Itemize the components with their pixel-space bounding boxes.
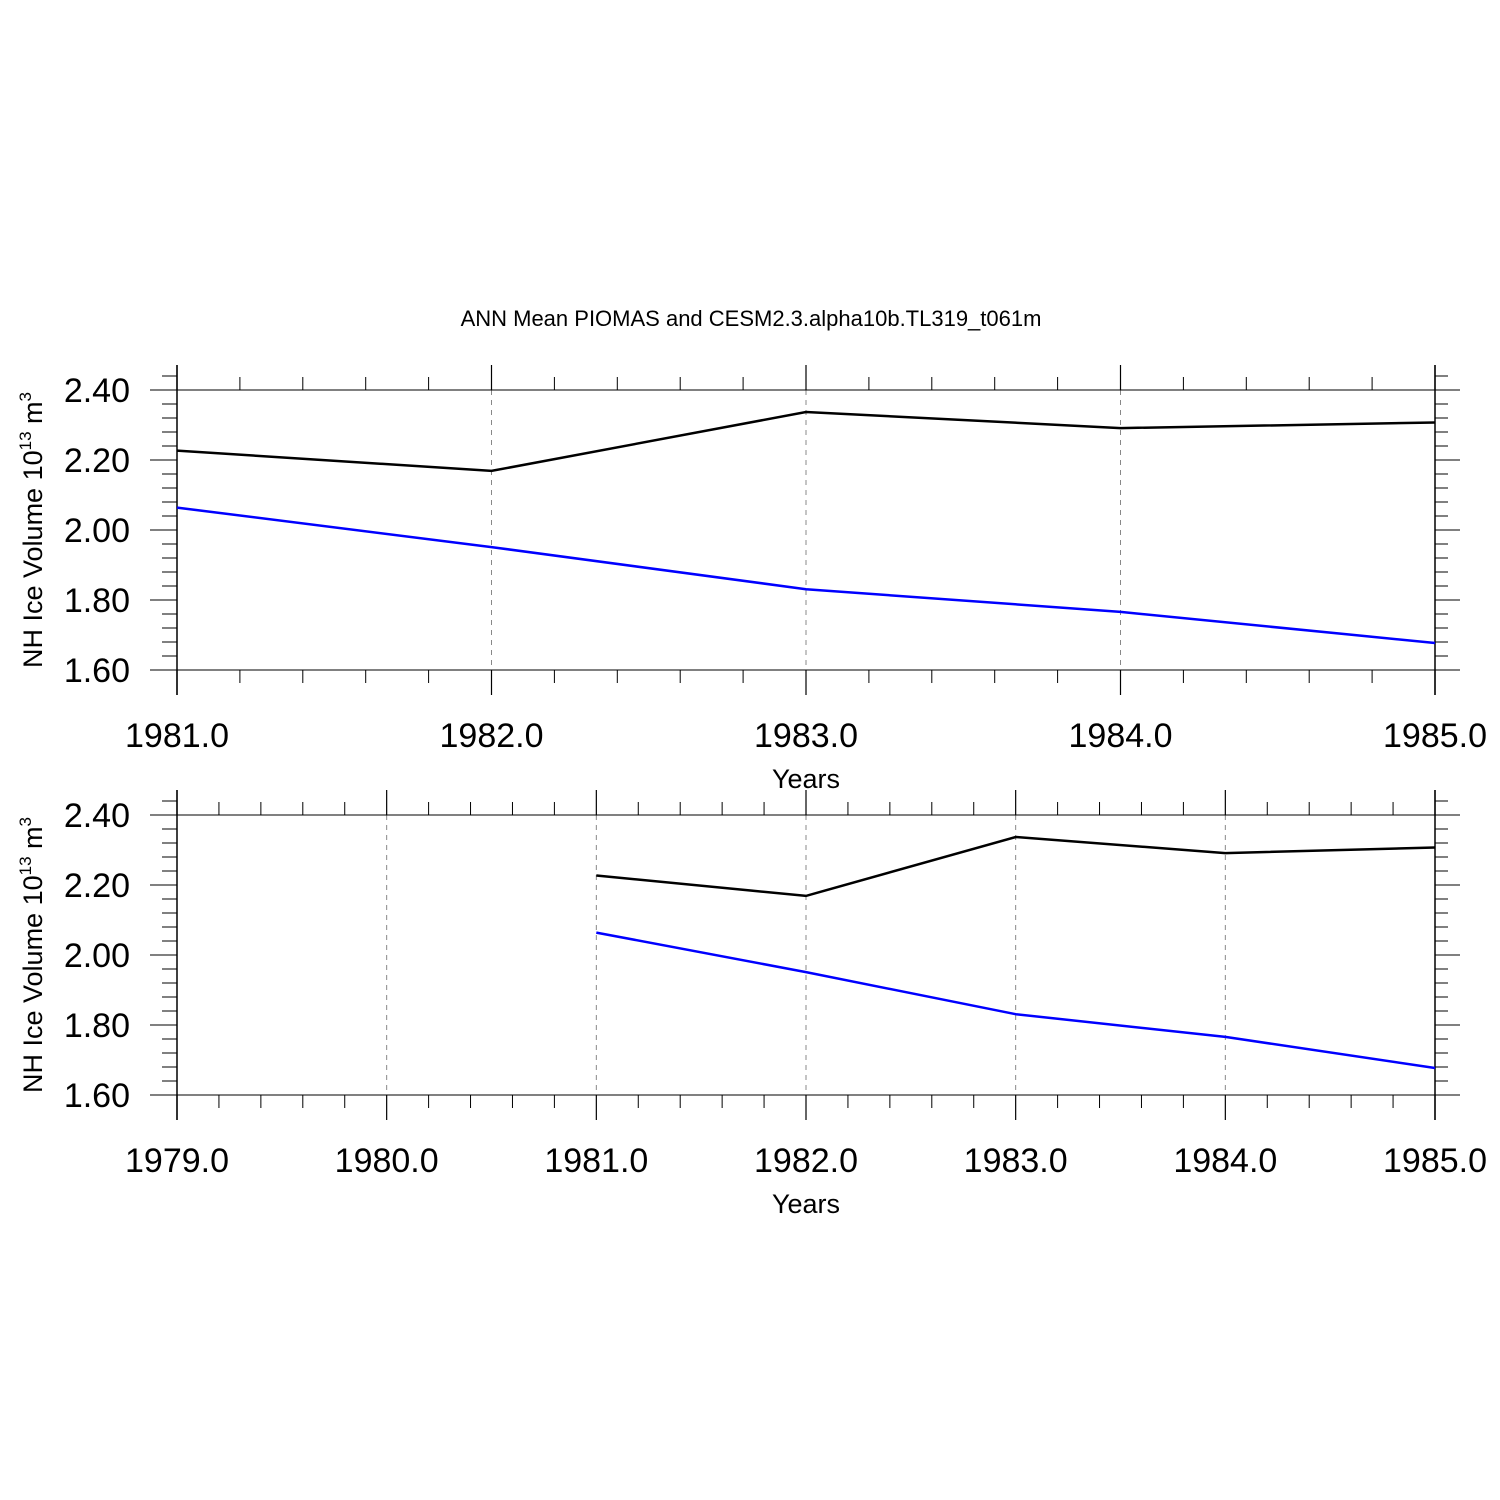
x-tick-label: 1985.0 (1383, 717, 1487, 755)
y-axis-label-exponent: 13 (16, 856, 35, 875)
x-tick-label: 1984.0 (1173, 1142, 1277, 1180)
y-tick-label: 1.80 (64, 582, 130, 620)
y-axis-label-unit: m (18, 401, 48, 431)
figure-title: ANN Mean PIOMAS and CESM2.3.alpha10b.TL3… (461, 306, 1042, 331)
y-tick-label: 2.20 (64, 442, 130, 480)
y-axis-label-main: NH Ice Volume 10 (18, 875, 48, 1093)
x-tick-label: 1985.0 (1383, 1142, 1487, 1180)
y-axis-label: NH Ice Volume 1013 m3 (16, 817, 48, 1093)
y-tick-label: 2.00 (64, 512, 130, 550)
x-tick-label: 1981.0 (125, 717, 229, 755)
x-axis-label: Years (772, 1189, 840, 1219)
y-tick-label: 2.40 (64, 797, 130, 835)
panel-top: 1.60 1.80 2.00 2.20 2.40 1981.0 1982.0 1983.0 19… (16, 365, 1487, 794)
y-tick-label: 2.20 (64, 867, 130, 905)
panel-bottom: 1.60 1.80 2.00 2.20 2.40 1979.0 1980.0 1981.0 19… (16, 790, 1487, 1219)
series-line-2 (176, 506, 1436, 645)
y-axis-label-unit-exponent: 3 (16, 392, 35, 401)
y-tick-label: 1.60 (64, 652, 130, 690)
series-line-1 (596, 835, 1436, 898)
y-axis-label: NH Ice Volume 1013 m3 (16, 392, 48, 668)
x-axis-label: Years (772, 764, 840, 794)
y-tick-label: 2.40 (64, 372, 130, 410)
series-line-1 (176, 410, 1436, 473)
x-tick-label: 1981.0 (544, 1142, 648, 1180)
x-tick-label: 1983.0 (754, 717, 858, 755)
x-tick-label: 1982.0 (440, 717, 544, 755)
y-axis-label-main: NH Ice Volume 10 (18, 450, 48, 668)
y-tick-label: 2.00 (64, 937, 130, 975)
y-axis-label-unit: m (18, 826, 48, 856)
y-tick-label: 1.60 (64, 1077, 130, 1115)
x-tick-label: 1983.0 (964, 1142, 1068, 1180)
x-tick-label: 1984.0 (1069, 717, 1173, 755)
y-axis-label-exponent: 13 (16, 431, 35, 450)
x-tick-label: 1982.0 (754, 1142, 858, 1180)
x-tick-label: 1979.0 (125, 1142, 229, 1180)
y-tick-label: 1.80 (64, 1007, 130, 1045)
x-tick-label: 1980.0 (335, 1142, 439, 1180)
y-axis-label-unit-exponent: 3 (16, 817, 35, 826)
series-line-2 (596, 931, 1436, 1070)
